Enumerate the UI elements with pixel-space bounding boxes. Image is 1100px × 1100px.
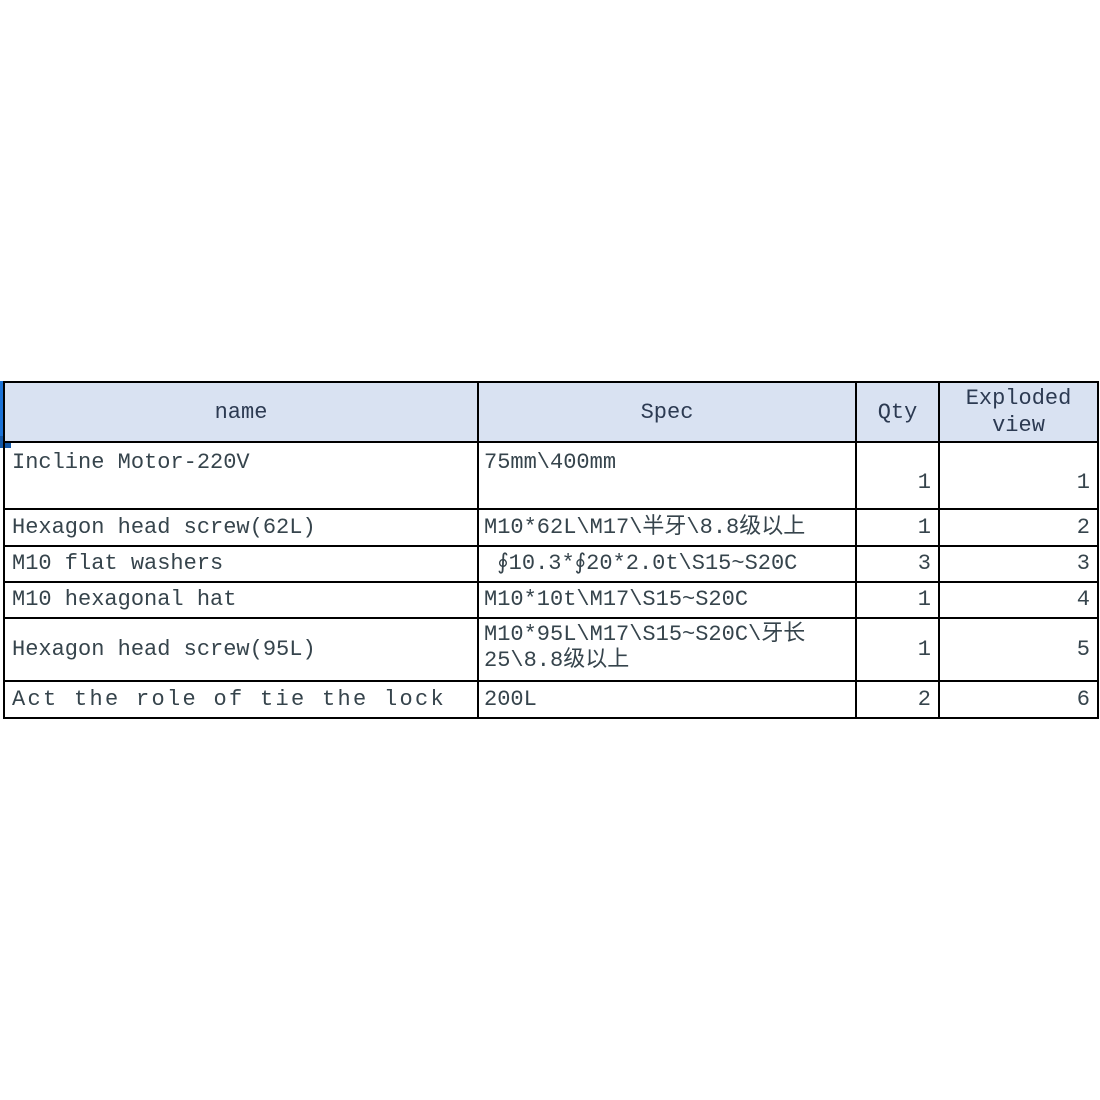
exploded-view-cell: 6 — [938, 680, 1099, 719]
qty-cell: 1 — [855, 508, 940, 547]
spec-cell: 200L — [477, 680, 857, 719]
table-header: name Spec Qty Exploded view — [3, 381, 1099, 443]
exploded-view-cell: 5 — [938, 617, 1099, 682]
qty-cell: 3 — [855, 545, 940, 583]
exploded-view-cell: 3 — [938, 545, 1099, 583]
name-cell: Hexagon head screw(95L) — [3, 617, 479, 682]
qty-cell: 2 — [855, 680, 940, 719]
name-cell: M10 hexagonal hat — [3, 581, 479, 619]
qty-cell: 1 — [855, 617, 940, 682]
col-header-name: name — [3, 381, 479, 443]
spec-cell: 75mm\400mm — [477, 441, 857, 510]
col-header-qty: Qty — [855, 381, 940, 443]
table-row: Hexagon head screw(62L) M10*62L\M17\半牙\8… — [3, 508, 1099, 547]
table-row: Act the role of tie the lock 200L 2 6 — [3, 680, 1099, 719]
spec-cell: M10*10t\M17\S15~S20C — [477, 581, 857, 619]
col-header-exploded-view: Exploded view — [938, 381, 1099, 443]
name-cell: M10 flat washers — [3, 545, 479, 583]
spec-cell: ∮10.3*∮20*2.0t\S15~S20C — [477, 545, 857, 583]
name-cell: Incline Motor-220V — [3, 441, 479, 510]
exploded-view-cell: 2 — [938, 508, 1099, 547]
spec-cell: M10*62L\M17\半牙\8.8级以上 — [477, 508, 857, 547]
exploded-view-cell: 1 — [938, 441, 1099, 510]
table-row: Hexagon head screw(95L) M10*95L\M17\S15~… — [3, 617, 1099, 682]
table-row: Incline Motor-220V 75mm\400mm 1 1 — [3, 441, 1099, 510]
spec-cell: M10*95L\M17\S15~S20C\牙长 25\8.8级以上 — [477, 617, 857, 682]
name-cell: Hexagon head screw(62L) — [3, 508, 479, 547]
qty-cell: 1 — [855, 441, 940, 510]
table-body: Incline Motor-220V 75mm\400mm 1 1 Hexago… — [3, 441, 1099, 719]
col-header-spec: Spec — [477, 381, 857, 443]
header-row: name Spec Qty Exploded view — [3, 381, 1099, 443]
name-cell: Act the role of tie the lock — [3, 680, 479, 719]
exploded-view-cell: 4 — [938, 581, 1099, 619]
qty-cell: 1 — [855, 581, 940, 619]
parts-table: name Spec Qty Exploded view Incline Moto… — [3, 381, 1099, 719]
table-row: M10 hexagonal hat M10*10t\M17\S15~S20C 1… — [3, 581, 1099, 619]
table-row: M10 flat washers ∮10.3*∮20*2.0t\S15~S20C… — [3, 545, 1099, 583]
